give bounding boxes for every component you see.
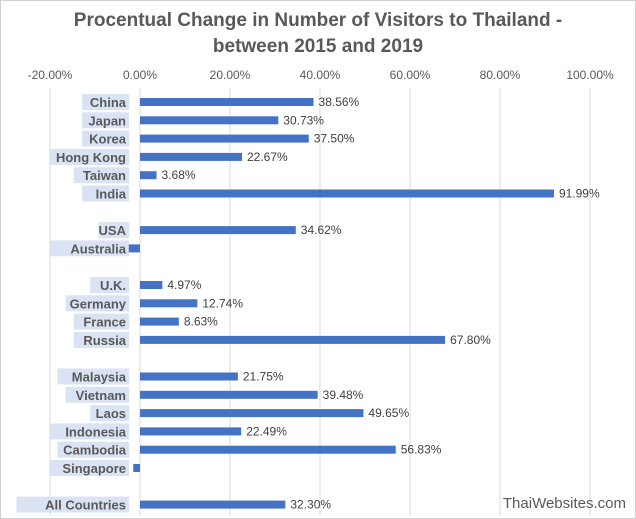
category-label-bg (73, 331, 129, 348)
x-tick-label: 0.00% (123, 68, 157, 82)
bar (140, 299, 198, 308)
bar (140, 372, 238, 381)
x-tick-label: 100.00% (566, 68, 614, 82)
category-label-bg (57, 368, 129, 385)
category-label: Hong Kong (56, 150, 126, 165)
bar (140, 390, 318, 399)
chart-title: Procentual Change in Number of Visitors … (0, 8, 636, 60)
category-label: Germany (70, 296, 127, 311)
bar (133, 464, 140, 472)
category-label: Cambodia (63, 443, 127, 458)
category-labels: China Japan Korea Hong Kong Taiwan India USA Au… (45, 95, 127, 513)
bar (140, 171, 157, 180)
data-label: 3.68% (162, 168, 196, 182)
bar (140, 335, 446, 344)
category-label: Singapore (62, 461, 126, 476)
category-label: USA (99, 223, 127, 238)
category-label: Australia (70, 241, 126, 256)
category-label-bg (49, 148, 130, 165)
category-label: Laos (96, 406, 126, 421)
category-label-bg (82, 185, 129, 202)
category-label-bg (16, 496, 129, 513)
chart-title-line-1: Procentual Change in Number of Visitors … (73, 10, 563, 31)
bar (140, 445, 396, 454)
category-label-bg (82, 112, 129, 129)
bar (140, 134, 309, 143)
category-label-bg (49, 240, 130, 257)
data-label: 22.67% (247, 150, 288, 164)
data-label: 49.65% (368, 406, 409, 420)
bars (128, 98, 554, 509)
data-label: 30.73% (283, 113, 324, 127)
x-tick-label: 20.00% (210, 68, 251, 82)
category-label-bg (98, 222, 129, 239)
category-label: Malaysia (72, 370, 127, 385)
x-tick-label: 80.00% (480, 68, 521, 82)
data-label: 91.99% (559, 187, 600, 201)
bar (140, 409, 364, 418)
bar (140, 427, 242, 436)
data-label: 34.62% (301, 223, 342, 237)
category-label-bg (65, 386, 129, 403)
data-label: 56.83% (401, 443, 442, 457)
bar (140, 226, 296, 235)
data-label: 22.49% (246, 424, 287, 438)
bar (140, 98, 314, 106)
chart-title-line-2: between 2015 and 2019 (212, 36, 424, 57)
category-label-bg (49, 460, 130, 476)
data-label: 21.75% (243, 370, 284, 384)
watermark: ThaiWebsites.com (502, 495, 626, 512)
data-label: 4.97% (167, 278, 201, 292)
x-axis-tick-labels: -20.00% 0.00% 20.00% 40.00% 60.00% 80.00% 100.… (28, 68, 614, 82)
category-label-bg (73, 167, 129, 184)
bar (140, 281, 163, 289)
category-label: Russia (83, 333, 126, 348)
bar (140, 317, 179, 326)
data-label: 37.50% (314, 132, 355, 146)
x-tick-label: 60.00% (390, 68, 431, 82)
category-label: Indonesia (65, 424, 126, 439)
category-label-bg (57, 441, 129, 458)
data-label: 12.74% (202, 296, 243, 310)
bar (140, 116, 279, 125)
category-label: India (96, 187, 127, 202)
data-labels: 38.56% 30.73% 37.50% 22.67% 3.68% 91.99% 34.62… (162, 95, 600, 512)
category-label-bg (65, 295, 129, 312)
category-label-bg (90, 277, 129, 293)
category-label: Taiwan (83, 168, 126, 183)
category-label-bg (82, 130, 129, 147)
bar (140, 500, 286, 509)
category-label: Japan (88, 113, 126, 128)
category-label-bg (90, 405, 129, 422)
bar (140, 189, 554, 198)
category-label-bg (73, 313, 129, 330)
bar (128, 244, 140, 253)
category-label: France (83, 315, 126, 330)
data-label: 67.80% (450, 333, 491, 347)
x-tick-label: 40.00% (300, 68, 341, 82)
category-label: Korea (89, 132, 127, 147)
data-label: 39.48% (323, 388, 364, 402)
category-label-bg (49, 423, 130, 440)
x-tick-label: -20.00% (28, 68, 73, 82)
category-label: All Countries (45, 498, 126, 513)
data-label: 8.63% (184, 315, 218, 329)
category-label: China (90, 95, 127, 110)
data-label: 32.30% (290, 498, 331, 512)
category-label: Vietnam (76, 388, 126, 403)
category-label-bg (82, 94, 129, 110)
bar (140, 152, 243, 161)
category-label: U.K. (100, 278, 126, 293)
data-label: 38.56% (319, 95, 360, 109)
category-label-backgrounds (16, 94, 130, 513)
